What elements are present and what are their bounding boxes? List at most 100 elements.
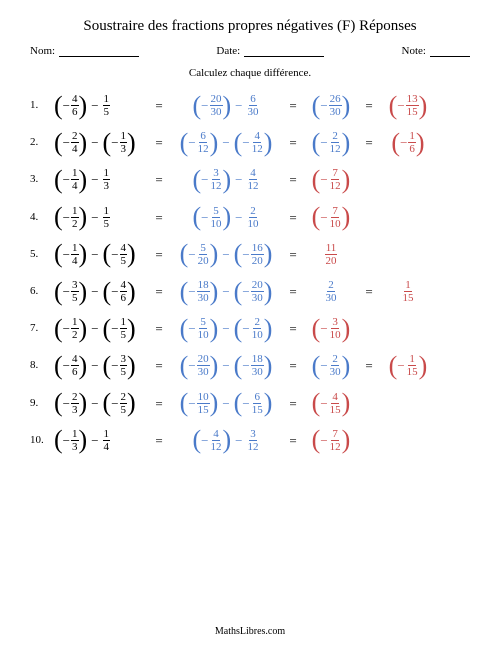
- denominator: 12: [329, 143, 342, 155]
- neg-sign: −: [320, 99, 328, 112]
- term: (−415): [312, 391, 351, 416]
- denominator: 6: [408, 143, 416, 155]
- numerator: 4: [253, 130, 261, 143]
- neg-sign: −: [242, 322, 250, 335]
- eq3: =: [360, 99, 378, 112]
- fraction: 46: [71, 353, 79, 378]
- fraction: 12: [71, 205, 79, 230]
- minus-operator: −: [87, 322, 102, 335]
- numerator: 1: [408, 353, 416, 366]
- equals-sign: =: [151, 322, 166, 335]
- note-blank: [430, 45, 470, 57]
- fraction: 2030: [210, 93, 223, 118]
- term: (−612): [180, 130, 219, 155]
- denominator: 30: [197, 366, 210, 378]
- denominator: 3: [71, 404, 79, 416]
- term: (−24): [54, 130, 87, 155]
- minus-operator: −: [87, 136, 102, 149]
- denominator: 2: [71, 329, 79, 341]
- numerator: 20: [251, 279, 264, 292]
- fraction: 13: [71, 428, 79, 453]
- fraction: 2030: [197, 353, 210, 378]
- problem-index: 7.: [30, 323, 54, 334]
- term: (−412): [234, 130, 273, 155]
- result-unsimplified: 1120: [302, 242, 360, 267]
- numerator: 1: [103, 167, 111, 180]
- denominator: 4: [71, 143, 79, 155]
- neg-sign: −: [63, 322, 71, 335]
- denominator: 3: [120, 143, 128, 155]
- numerator: 2: [120, 391, 128, 404]
- fraction: 14: [71, 242, 79, 267]
- numerator: 3: [71, 279, 79, 292]
- term: 115: [402, 279, 415, 304]
- denominator: 10: [247, 218, 260, 230]
- denominator: 4: [71, 180, 79, 192]
- eq1: =: [150, 285, 168, 298]
- denominator: 6: [120, 292, 128, 304]
- problem-row: 6.(−35)−(−46)=(−1830)−(−2030)=230=115: [30, 279, 470, 304]
- problem-row: 3.(−14)−13=(−312)−412=(−712): [30, 167, 470, 192]
- eq2: =: [284, 248, 302, 261]
- term: (−2030): [234, 279, 273, 304]
- term: (−710): [312, 205, 351, 230]
- denominator: 12: [210, 180, 223, 192]
- fraction: 115: [406, 353, 419, 378]
- fraction: 310: [329, 316, 342, 341]
- equals-sign: =: [361, 359, 376, 372]
- denominator: 12: [247, 441, 260, 453]
- equals-sign: =: [285, 397, 300, 410]
- numerator: 20: [197, 353, 210, 366]
- problem-index: 3.: [30, 174, 54, 185]
- equals-sign: =: [285, 285, 300, 298]
- problem-index: 2.: [30, 137, 54, 148]
- denominator: 10: [210, 218, 223, 230]
- equals-sign: =: [151, 359, 166, 372]
- neg-sign: −: [111, 359, 119, 372]
- neg-sign: −: [188, 397, 196, 410]
- term: 210: [247, 205, 260, 230]
- denominator: 30: [251, 292, 264, 304]
- numerator: 1: [404, 279, 412, 292]
- step-common-denom: (−510)−210: [168, 205, 284, 230]
- fraction: 712: [329, 428, 342, 453]
- denominator: 30: [329, 366, 342, 378]
- numerator: 4: [71, 353, 79, 366]
- problem-index: 10.: [30, 435, 54, 446]
- denominator: 15: [402, 292, 415, 304]
- numerator: 3: [120, 353, 128, 366]
- numerator: 6: [249, 93, 257, 106]
- minus-operator: −: [87, 359, 102, 372]
- denominator: 2: [71, 218, 79, 230]
- neg-sign: −: [201, 211, 209, 224]
- fraction: 210: [247, 205, 260, 230]
- neg-sign: −: [63, 359, 71, 372]
- term: (−46): [54, 93, 87, 118]
- step-common-denom: (−510)−(−210): [168, 316, 284, 341]
- fraction: 12: [71, 316, 79, 341]
- numerator: 1: [103, 428, 111, 441]
- minus-operator: −: [231, 211, 246, 224]
- term: 312: [247, 428, 260, 453]
- numerator: 4: [212, 428, 220, 441]
- eq3: =: [360, 285, 378, 298]
- eq1: =: [150, 434, 168, 447]
- result-unsimplified: (−2630): [302, 93, 360, 118]
- numerator: 2: [327, 279, 335, 292]
- numerator: 1: [408, 130, 416, 143]
- fraction: 1315: [406, 93, 419, 118]
- denominator: 20: [197, 255, 210, 267]
- step-common-denom: (−312)−412: [168, 167, 284, 192]
- term: (−16): [391, 130, 424, 155]
- term: 230: [325, 279, 338, 304]
- denominator: 30: [210, 106, 223, 118]
- fraction: 115: [402, 279, 415, 304]
- neg-sign: −: [63, 136, 71, 149]
- term: (−23): [54, 391, 87, 416]
- neg-sign: −: [188, 248, 196, 261]
- numerator: 13: [406, 93, 419, 106]
- fraction: 230: [325, 279, 338, 304]
- fraction: 24: [71, 130, 79, 155]
- neg-sign: −: [320, 173, 328, 186]
- denominator: 15: [406, 366, 419, 378]
